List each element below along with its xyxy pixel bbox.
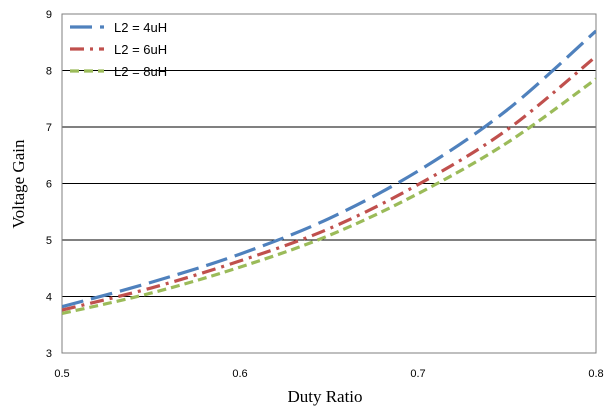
series-line-2	[62, 55, 596, 312]
legend: L2 = 4uH L2 = 6uH L2 = 8uH	[70, 20, 167, 79]
series-line-1	[62, 29, 596, 309]
legend-label-3: L2 = 8uH	[114, 64, 167, 79]
series-line-3	[62, 77, 596, 316]
y-tick-label: 9	[46, 9, 52, 21]
y-tick-label: 6	[46, 179, 52, 191]
x-tick-label: 0.6	[232, 368, 247, 380]
y-tick-label: 8	[46, 66, 52, 78]
y-tick-label: 5	[46, 235, 52, 247]
x-tick-label: 0.5	[54, 368, 69, 380]
legend-label-1: L2 = 4uH	[114, 20, 167, 35]
legend-label-2: L2 = 6uH	[114, 42, 167, 57]
y-axis-title: Voltage Gain	[9, 139, 28, 228]
y-tick-label: 3	[46, 348, 52, 360]
plot-frame	[61, 13, 597, 354]
x-tick-label: 0.7	[410, 368, 425, 380]
y-tick-label: 7	[46, 122, 52, 134]
x-axis-title: Duty Ratio	[287, 387, 362, 406]
x-tick-label: 0.8	[588, 368, 603, 380]
y-tick-label: 4	[46, 292, 52, 304]
